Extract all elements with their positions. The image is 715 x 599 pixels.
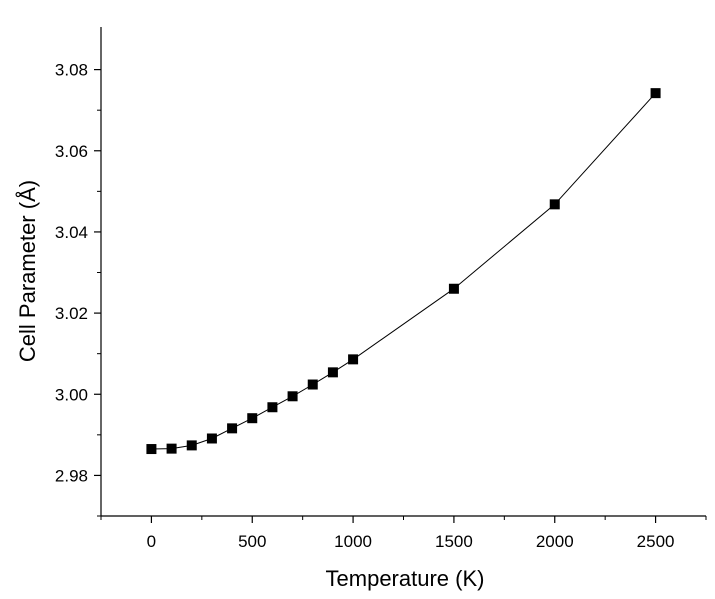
x-tick-label: 1000 xyxy=(334,532,372,551)
y-tick-label: 2.98 xyxy=(55,466,88,485)
y-axis-title: Cell Parameter (Å) xyxy=(15,180,40,362)
x-tick-label: 1500 xyxy=(435,532,473,551)
data-point xyxy=(166,443,177,454)
data-point xyxy=(227,423,238,434)
data-point xyxy=(267,402,278,413)
x-axis-title: Temperature (K) xyxy=(326,566,485,591)
data-point xyxy=(650,88,661,99)
data-point xyxy=(146,444,157,455)
y-tick-label: 3.08 xyxy=(55,61,88,80)
y-tick-label: 3.00 xyxy=(55,385,88,404)
data-point xyxy=(287,391,298,402)
data-point xyxy=(307,379,318,390)
data-point xyxy=(327,367,338,378)
data-point xyxy=(348,354,359,365)
y-tick-label: 3.06 xyxy=(55,142,88,161)
y-axis-ticks: 2.98 3.00 3.02 3.04 3.06 3.08 xyxy=(55,61,101,517)
data-point xyxy=(448,283,459,294)
series-layer xyxy=(146,88,661,455)
data-point xyxy=(247,413,258,424)
data-point xyxy=(549,199,560,210)
series-line xyxy=(151,92,656,450)
x-tick-label: 500 xyxy=(238,532,266,551)
x-axis-ticks: 0 500 1000 1500 2000 2500 xyxy=(100,516,707,551)
x-tick-label: 0 xyxy=(147,532,156,551)
y-tick-label: 3.02 xyxy=(55,304,88,323)
data-point xyxy=(186,440,197,451)
y-tick-label: 3.04 xyxy=(55,223,88,242)
data-point xyxy=(206,433,217,444)
x-tick-label: 2000 xyxy=(536,532,574,551)
x-tick-label: 2500 xyxy=(637,532,675,551)
